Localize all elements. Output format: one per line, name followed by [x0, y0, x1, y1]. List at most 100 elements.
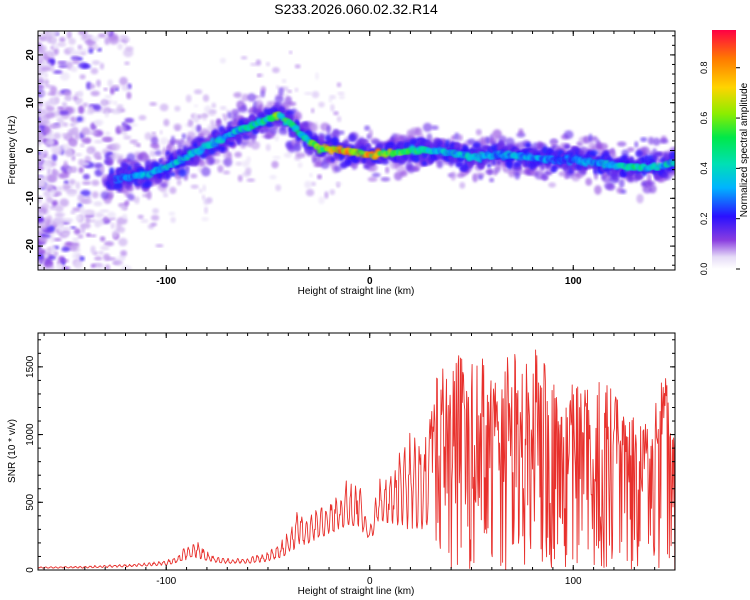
- noise-speckle: [80, 198, 92, 205]
- noise-speckle: [78, 166, 84, 174]
- noise-speckle: [204, 206, 208, 214]
- noise-speckle: [97, 47, 102, 52]
- noise-speckle: [190, 184, 199, 189]
- ridge-band: [334, 155, 339, 160]
- ridge-band: [506, 160, 513, 170]
- noise-speckle: [110, 86, 115, 95]
- ridge-halo: [485, 136, 491, 144]
- noise-speckle: [101, 136, 112, 142]
- noise-speckle: [76, 116, 83, 122]
- noise-speckle: [58, 64, 68, 68]
- ridge-band: [169, 172, 176, 177]
- ridge-core: [387, 148, 393, 152]
- noise-speckle: [110, 222, 115, 229]
- y-tick-label: 20: [25, 49, 36, 61]
- noise-speckle: [70, 210, 76, 215]
- ridge-halo: [293, 111, 302, 121]
- ridge-halo: [198, 161, 206, 167]
- noise-speckle: [44, 79, 50, 86]
- noise-speckle: [66, 189, 78, 197]
- noise-speckle: [310, 181, 316, 187]
- noise-speckle: [53, 238, 62, 242]
- noise-speckle: [111, 143, 121, 151]
- y-tick-label: 0: [25, 567, 36, 573]
- noise-speckle: [61, 246, 70, 252]
- snr-x-label: Height of straight line (km): [298, 586, 415, 597]
- noise-speckle: [217, 165, 224, 173]
- ridge-halo: [489, 177, 495, 183]
- ridge-band: [540, 164, 546, 171]
- noise-speckle: [202, 184, 207, 192]
- noise-speckle: [69, 123, 76, 127]
- noise-speckle: [75, 181, 81, 190]
- ridge-halo: [331, 129, 340, 139]
- ridge-halo: [177, 141, 184, 150]
- noise-speckle: [50, 246, 57, 253]
- noise-speckle: [70, 66, 78, 73]
- ridge-halo: [646, 180, 656, 186]
- noise-speckle: [173, 123, 182, 131]
- noise-speckle: [287, 89, 292, 94]
- colorbar-tick-label: 0.2: [699, 212, 709, 225]
- noise-speckle: [222, 170, 231, 175]
- ridge-halo: [385, 166, 390, 174]
- noise-speckle: [38, 217, 45, 223]
- ridge-halo: [334, 165, 342, 172]
- noise-speckle: [221, 113, 228, 117]
- noise-speckle: [66, 166, 72, 175]
- ridge-halo: [647, 136, 655, 145]
- x-tick-label: 100: [565, 576, 582, 587]
- snr-x-ticks: -100 0 100: [43, 333, 676, 587]
- noise-speckle: [72, 59, 80, 64]
- spectrogram-y-ticks: -20 -10 0 10 20: [25, 35, 675, 266]
- ridge-band: [331, 136, 339, 146]
- noise-speckle: [70, 226, 77, 230]
- noise-speckle: [234, 151, 242, 158]
- noise-speckle: [233, 92, 242, 98]
- noise-speckle: [91, 44, 100, 50]
- ridge-halo: [485, 169, 495, 174]
- noise-speckle: [48, 255, 56, 260]
- noise-speckle: [297, 162, 303, 169]
- noise-speckle: [95, 212, 104, 218]
- noise-speckle: [43, 260, 53, 268]
- ridge-halo: [242, 104, 247, 110]
- noise-speckle: [283, 152, 292, 158]
- noise-speckle: [75, 99, 81, 106]
- noise-speckle: [38, 80, 45, 84]
- noise-speckle: [138, 115, 147, 121]
- noise-speckle: [328, 98, 333, 103]
- noise-speckle: [122, 122, 129, 126]
- ridge-band: [158, 159, 163, 164]
- noise-speckle: [91, 191, 99, 199]
- noise-speckle: [73, 95, 78, 101]
- ridge-halo: [606, 183, 616, 191]
- colorbar-tick-label: 0.6: [699, 112, 709, 125]
- noise-speckle: [39, 152, 45, 158]
- noise-speckle: [50, 66, 55, 72]
- noise-speckle: [38, 198, 42, 203]
- noise-speckle: [86, 81, 92, 90]
- noise-speckle: [338, 95, 345, 100]
- noise-speckle: [45, 105, 55, 112]
- noise-speckle: [337, 91, 345, 96]
- noise-speckle: [310, 108, 315, 114]
- noise-speckle: [113, 259, 123, 266]
- ridge-band: [610, 173, 617, 180]
- noise-speckle: [90, 67, 99, 75]
- noise-speckle: [49, 234, 55, 243]
- noise-speckle: [318, 196, 325, 205]
- noise-speckle: [117, 43, 123, 50]
- ridge-core: [499, 150, 504, 155]
- ridge-halo: [260, 90, 266, 98]
- y-tick-label: 1000: [25, 423, 36, 446]
- ridge-halo: [550, 138, 558, 147]
- noise-speckle: [46, 50, 54, 56]
- noise-speckle: [90, 245, 96, 254]
- ridge-core: [478, 158, 482, 163]
- ridge-halo: [640, 137, 648, 142]
- noise-speckle: [50, 145, 62, 153]
- noise-speckle: [140, 219, 149, 223]
- noise-speckle: [122, 213, 128, 220]
- noise-speckle: [43, 183, 54, 190]
